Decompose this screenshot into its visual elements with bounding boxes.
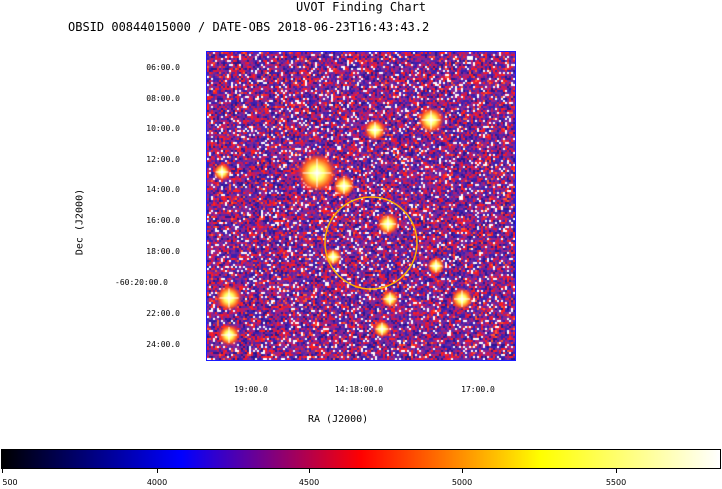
y-tick-label: 10:00.0 — [146, 124, 180, 133]
x-tick-label: 19:00.0 — [234, 385, 268, 394]
source-region-circle — [324, 196, 418, 290]
sky-image-raster — [207, 52, 515, 360]
colorbar-tick-label: 5000 — [451, 478, 473, 487]
y-tick-label: 08:00.0 — [146, 94, 180, 103]
colorbar-tick-label: 5500 — [605, 478, 627, 487]
colorbar-tick-label: 4000 — [146, 478, 168, 487]
chart-title: UVOT Finding Chart — [295, 0, 427, 14]
y-tick-label: -60:20:00.0 — [115, 278, 168, 287]
x-tick-label: 17:00.0 — [461, 385, 495, 394]
colorbar-tick-mark — [616, 469, 617, 473]
y-tick-label: 22:00.0 — [146, 309, 180, 318]
colorbar-tick-mark — [309, 469, 310, 473]
sky-image — [206, 51, 516, 361]
colorbar-tick-mark — [2, 469, 3, 473]
colorbar-tick-label: 500 — [2, 478, 18, 487]
chart-subtitle: OBSID 00844015000 / DATE-OBS 2018-06-23T… — [68, 20, 430, 34]
y-tick-label: 18:00.0 — [146, 247, 180, 256]
x-tick-label: 14:18:00.0 — [334, 385, 384, 394]
colorbar — [1, 449, 721, 469]
y-tick-label: 16:00.0 — [146, 216, 180, 225]
overlay — [324, 196, 418, 290]
y-tick-label: 06:00.0 — [146, 63, 180, 72]
colorbar-tick-label: 4500 — [298, 478, 320, 487]
y-axis-label: Dec (J2000) — [74, 188, 86, 256]
y-tick-label: 24:00.0 — [146, 340, 180, 349]
x-axis-label: RA (J2000) — [308, 414, 369, 425]
y-tick-label: 12:00.0 — [146, 155, 180, 164]
y-tick-label: 14:00.0 — [146, 185, 180, 194]
colorbar-tick-mark — [157, 469, 158, 473]
colorbar-tick-mark — [462, 469, 463, 473]
